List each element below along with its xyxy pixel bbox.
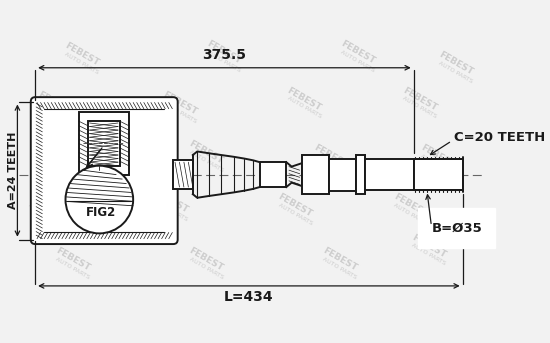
Bar: [329, 158, 356, 191]
Text: AUTO PARTS: AUTO PARTS: [277, 203, 313, 226]
Text: AUTO PARTS: AUTO PARTS: [37, 100, 73, 124]
Text: FEBEST: FEBEST: [312, 143, 349, 170]
Circle shape: [65, 166, 133, 233]
Bar: [356, 155, 365, 194]
Text: AUTO PARTS: AUTO PARTS: [437, 60, 474, 84]
Bar: [414, 159, 463, 190]
Text: FEBEST: FEBEST: [188, 139, 225, 166]
Text: FEBEST: FEBEST: [161, 90, 198, 117]
Text: AUTO PARTS: AUTO PARTS: [393, 203, 429, 226]
Text: AUTO PARTS: AUTO PARTS: [313, 154, 349, 178]
Text: 375.5: 375.5: [202, 48, 246, 61]
Text: AUTO PARTS: AUTO PARTS: [54, 256, 91, 280]
Text: AUTO PARTS: AUTO PARTS: [402, 96, 438, 120]
Text: FEBEST: FEBEST: [339, 39, 376, 66]
Text: FEBEST: FEBEST: [36, 90, 74, 117]
Text: AUTO PARTS: AUTO PARTS: [152, 198, 189, 222]
Text: L=434: L=434: [224, 291, 274, 304]
Text: AUTO PARTS: AUTO PARTS: [206, 50, 242, 73]
Text: AUTO PARTS: AUTO PARTS: [54, 154, 91, 178]
Text: FEBEST: FEBEST: [54, 143, 91, 170]
Bar: [88, 121, 120, 166]
Text: AUTO PARTS: AUTO PARTS: [286, 96, 322, 120]
Text: FEBEST: FEBEST: [277, 192, 314, 219]
Text: AUTO PARTS: AUTO PARTS: [420, 154, 455, 178]
Text: AUTO PARTS: AUTO PARTS: [188, 256, 224, 280]
Text: FEBEST: FEBEST: [152, 188, 189, 215]
Text: AUTO PARTS: AUTO PARTS: [322, 256, 358, 280]
Bar: [79, 112, 129, 175]
Text: FEBEST: FEBEST: [410, 233, 448, 259]
Text: AUTO PARTS: AUTO PARTS: [411, 243, 447, 267]
Text: FEBEST: FEBEST: [188, 246, 225, 273]
Bar: [365, 159, 414, 190]
Bar: [302, 155, 329, 194]
FancyBboxPatch shape: [31, 97, 178, 244]
Bar: [260, 162, 287, 187]
Text: FEBEST: FEBEST: [321, 246, 359, 273]
Text: FEBEST: FEBEST: [27, 192, 64, 219]
Text: FEBEST: FEBEST: [63, 41, 100, 68]
Text: FIG2: FIG2: [86, 205, 116, 218]
Text: FEBEST: FEBEST: [285, 85, 323, 113]
Text: AUTO PARTS: AUTO PARTS: [339, 50, 376, 73]
Text: B=Ø35: B=Ø35: [431, 222, 482, 235]
Text: AUTO PARTS: AUTO PARTS: [162, 100, 197, 124]
Text: A=24 TEETH: A=24 TEETH: [8, 132, 18, 209]
Text: AUTO PARTS: AUTO PARTS: [28, 203, 64, 226]
Text: FEBEST: FEBEST: [419, 143, 456, 170]
Text: FEBEST: FEBEST: [401, 85, 438, 113]
Text: FEBEST: FEBEST: [205, 39, 243, 66]
Text: AUTO PARTS: AUTO PARTS: [64, 51, 100, 75]
Text: AUTO PARTS: AUTO PARTS: [188, 150, 224, 173]
Text: FEBEST: FEBEST: [392, 192, 430, 219]
Text: FEBEST: FEBEST: [437, 50, 474, 77]
Text: FEBEST: FEBEST: [54, 246, 91, 273]
Text: C=20 TEETH: C=20 TEETH: [454, 131, 545, 144]
Bar: [173, 161, 193, 189]
